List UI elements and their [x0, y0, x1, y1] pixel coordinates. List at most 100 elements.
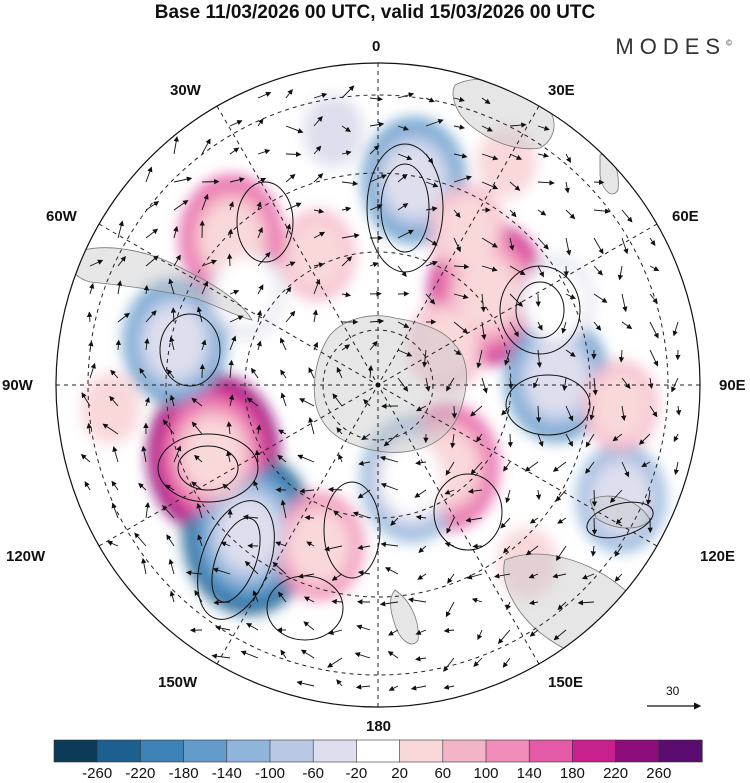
- wind-arrow: [592, 377, 598, 396]
- anomaly-contour-fill: [289, 510, 350, 583]
- wind-arrow: [425, 206, 438, 212]
- wind-arrow: [361, 433, 371, 441]
- wind-arrow: [470, 405, 483, 417]
- colorbar-tick-label: -100: [254, 765, 286, 782]
- wind-arrow: [341, 256, 353, 267]
- wind-arrow: [297, 573, 315, 579]
- contour: [177, 445, 239, 491]
- wind-arrow: [506, 601, 511, 611]
- wind-arrow: [591, 517, 598, 536]
- wind-arrow: [561, 321, 567, 334]
- wind-arrow: [199, 363, 206, 379]
- lon-label-0: 0: [372, 38, 381, 55]
- wind-arrow: [134, 532, 147, 547]
- wind-arrow: [338, 453, 344, 463]
- wind-arrow: [138, 482, 147, 491]
- contour: [159, 313, 221, 387]
- wind-arrow: [537, 237, 549, 250]
- wind-arrow: [565, 293, 576, 299]
- wind-arrow: [280, 337, 287, 351]
- wind-arrow: [555, 545, 567, 561]
- lon-label-60w: 60W: [46, 208, 77, 225]
- wind-arrow: [168, 278, 175, 295]
- wind-arrow: [415, 460, 427, 466]
- wind-arrow: [397, 153, 413, 161]
- wind-arrow: [476, 349, 483, 369]
- wind-arrow: [257, 91, 272, 99]
- wind-arrow: [497, 629, 511, 644]
- wind-arrow: [397, 349, 413, 357]
- lon-label-90w: 90W: [2, 377, 33, 394]
- colorbar-segment: [312, 739, 358, 763]
- wind-arrow: [257, 251, 271, 267]
- wind-arrow: [565, 153, 571, 163]
- wind-arrow: [621, 237, 629, 255]
- contour: [211, 517, 261, 603]
- wind-arrow: [557, 601, 567, 611]
- wind-arrow: [357, 570, 371, 576]
- wind-arrow: [336, 679, 343, 687]
- wind-arrow: [445, 601, 455, 618]
- wind-arrow: [256, 424, 262, 435]
- wind-arrow: [173, 136, 179, 155]
- wind-arrow: [280, 499, 287, 519]
- colorbar-tick-label: 20: [391, 765, 408, 782]
- wind-arrow: [285, 202, 302, 211]
- wind-arrow: [228, 201, 234, 211]
- wind-arrow: [229, 147, 240, 155]
- wind-arrow: [621, 293, 628, 313]
- wind-arrow: [285, 223, 292, 239]
- wind-arrow: [509, 237, 515, 251]
- wind-arrow: [168, 558, 175, 575]
- colorbar-segment: [485, 739, 530, 763]
- wind-arrow: [581, 573, 595, 580]
- wind-arrow: [537, 180, 555, 186]
- anomaly-contour-fill: [80, 372, 141, 445]
- wind-arrow: [612, 433, 623, 442]
- wind-arrow: [450, 433, 456, 449]
- wind-arrow: [446, 517, 455, 534]
- wind-arrow: [415, 629, 427, 635]
- wind-arrow: [226, 450, 232, 463]
- wind-arrow: [414, 489, 427, 498]
- wind-arrow: [593, 265, 603, 276]
- wind-arrow: [477, 629, 483, 641]
- wind-arrow: [102, 423, 119, 435]
- wind-arrow: [144, 396, 150, 407]
- wind-vectors: [80, 85, 682, 691]
- colorbar-tick-label: -140: [211, 765, 242, 782]
- wind-arrow: [257, 118, 264, 127]
- wind-arrow: [481, 377, 488, 394]
- wind-arrow: [303, 621, 315, 631]
- colorbar: [53, 739, 703, 763]
- wind-arrow: [649, 237, 656, 247]
- wind-arrow: [415, 405, 427, 412]
- wind-arrow: [89, 283, 95, 295]
- wind-arrow: [565, 405, 574, 422]
- wind-arrow: [369, 318, 385, 324]
- wind-arrow: [614, 573, 623, 582]
- wind-arrow: [385, 567, 399, 575]
- wind-arrow: [649, 321, 659, 339]
- wind-arrow: [285, 88, 293, 99]
- contour: [499, 265, 581, 355]
- wind-arrow: [297, 454, 315, 463]
- wind-arrow: [86, 422, 92, 435]
- wind-arrow: [275, 541, 287, 547]
- wind-arrow: [201, 259, 218, 267]
- lon-label-120e: 120E: [700, 548, 736, 565]
- lon-label-90e: 90E: [719, 377, 746, 394]
- wind-arrow: [110, 369, 119, 379]
- wind-arrow: [388, 629, 399, 636]
- wind-arrow: [300, 649, 315, 659]
- wind-arrow: [472, 543, 483, 549]
- colorbar-tick-label: 220: [603, 765, 629, 782]
- wind-arrow: [308, 367, 315, 379]
- wind-arrow: [250, 367, 259, 379]
- wind-arrow: [201, 193, 209, 211]
- wind-arrow: [465, 517, 483, 523]
- wind-arrow: [285, 286, 292, 295]
- wind-arrow: [476, 433, 483, 443]
- wind-arrow: [618, 349, 625, 363]
- wind-arrow: [453, 175, 472, 183]
